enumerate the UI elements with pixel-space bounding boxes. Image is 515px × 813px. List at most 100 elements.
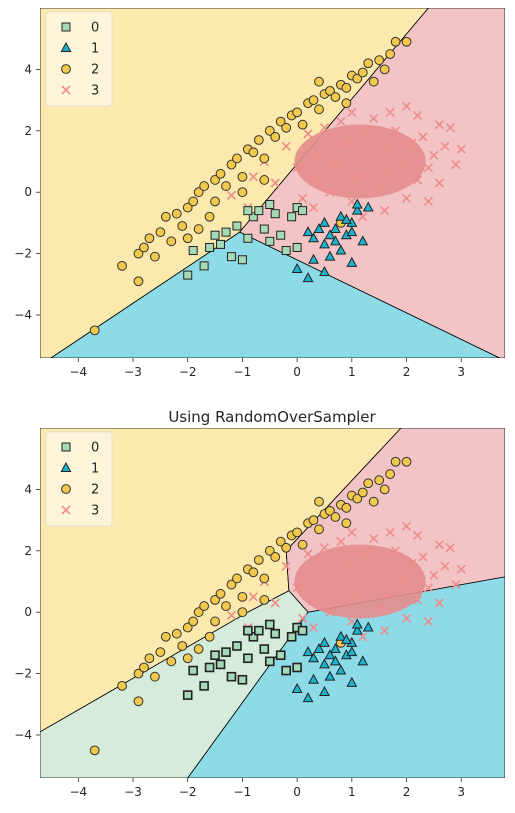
point-class-0 <box>237 674 248 685</box>
point-class-0 <box>199 681 209 691</box>
point-class-0 <box>264 619 275 630</box>
point-class-2 <box>352 73 363 84</box>
point-class-3 <box>314 150 324 160</box>
point-class-1 <box>319 636 330 647</box>
point-class-2 <box>281 122 292 133</box>
point-class-3 <box>298 613 308 623</box>
x-tick-label: 3 <box>457 365 465 379</box>
point-class-2 <box>204 631 215 642</box>
legend: 0 1 2 3 <box>45 431 113 527</box>
point-class-2 <box>237 591 248 602</box>
point-class-0 <box>292 242 302 252</box>
point-class-3 <box>358 549 368 559</box>
point-class-1 <box>319 265 330 277</box>
point-class-2 <box>210 616 220 627</box>
point-class-2 <box>325 85 335 96</box>
point-class-3 <box>380 626 390 636</box>
point-class-3 <box>303 129 313 139</box>
point-class-2 <box>188 196 199 207</box>
point-class-3 <box>308 202 319 213</box>
x-tick-label: −2 <box>179 365 197 379</box>
point-class-1 <box>357 655 369 666</box>
point-class-2 <box>374 475 385 486</box>
point-class-3 <box>336 537 346 547</box>
x-tick-label: 0 <box>293 785 301 799</box>
point-class-2 <box>390 456 401 467</box>
point-class-0 <box>226 252 236 262</box>
point-class-3 <box>423 163 433 173</box>
point-class-0 <box>259 644 270 654</box>
point-class-0 <box>237 255 247 265</box>
point-class-3 <box>385 169 395 179</box>
point-class-2 <box>139 242 149 253</box>
point-class-2 <box>264 545 275 556</box>
point-class-0 <box>205 242 215 252</box>
point-class-0 <box>188 665 198 676</box>
point-class-3 <box>380 206 390 216</box>
point-class-2 <box>281 542 292 553</box>
y-tick-label: 2 <box>24 544 32 558</box>
point-class-2 <box>275 536 286 547</box>
point-class-3 <box>226 610 237 620</box>
point-class-2 <box>182 202 193 213</box>
point-class-3 <box>385 527 395 537</box>
legend-marker-0 <box>61 22 71 32</box>
point-class-2 <box>357 487 368 498</box>
point-class-2 <box>325 505 335 516</box>
point-class-0 <box>221 647 231 657</box>
point-class-2 <box>210 175 220 185</box>
point-class-2 <box>330 92 341 102</box>
point-class-1 <box>308 253 319 264</box>
point-class-2 <box>308 95 319 106</box>
point-class-2 <box>188 616 199 627</box>
y-tick-label: −2 <box>14 667 32 681</box>
point-class-3 <box>401 613 412 623</box>
point-class-1 <box>346 256 358 267</box>
point-class-2 <box>204 211 215 222</box>
point-class-3 <box>374 601 384 611</box>
point-class-3 <box>418 132 428 142</box>
point-class-2 <box>232 573 242 584</box>
point-class-2 <box>117 680 127 691</box>
point-class-2 <box>314 104 324 115</box>
legend-box <box>45 431 113 527</box>
point-class-3 <box>292 163 302 173</box>
point-class-2 <box>341 98 352 109</box>
point-class-2 <box>341 82 352 93</box>
point-class-2 <box>221 181 231 191</box>
point-class-0 <box>275 650 286 660</box>
point-class-2 <box>177 641 188 651</box>
chart-title: Using RandomOverSampler <box>168 408 376 426</box>
point-class-1 <box>313 223 325 234</box>
point-class-1 <box>319 658 330 669</box>
point-class-1 <box>351 204 363 215</box>
legend-label-3: 3 <box>91 84 99 99</box>
point-class-3 <box>352 592 362 602</box>
point-class-3 <box>330 580 340 590</box>
point-class-3 <box>358 129 368 139</box>
point-class-1 <box>329 655 341 666</box>
point-class-1 <box>291 262 303 273</box>
point-class-2 <box>259 573 270 584</box>
point-class-2 <box>226 159 237 170</box>
point-class-2 <box>259 595 270 605</box>
legend-marker-2 <box>61 484 71 494</box>
legend-label-0: 0 <box>91 441 99 456</box>
point-class-2 <box>259 175 270 185</box>
point-class-0 <box>182 690 193 700</box>
point-class-0 <box>264 656 275 667</box>
point-class-2 <box>182 653 193 664</box>
y-tick-label: 0 <box>24 605 32 619</box>
legend-label-1: 1 <box>91 42 99 57</box>
point-class-1 <box>335 210 347 221</box>
point-class-3 <box>347 527 357 537</box>
point-class-3 <box>352 172 362 182</box>
point-class-0 <box>232 221 242 231</box>
point-class-2 <box>297 539 308 550</box>
point-class-1 <box>308 652 319 663</box>
point-class-2 <box>374 55 385 66</box>
x-tick-label: 1 <box>348 785 356 799</box>
point-class-3 <box>456 144 466 154</box>
point-class-1 <box>335 664 347 675</box>
